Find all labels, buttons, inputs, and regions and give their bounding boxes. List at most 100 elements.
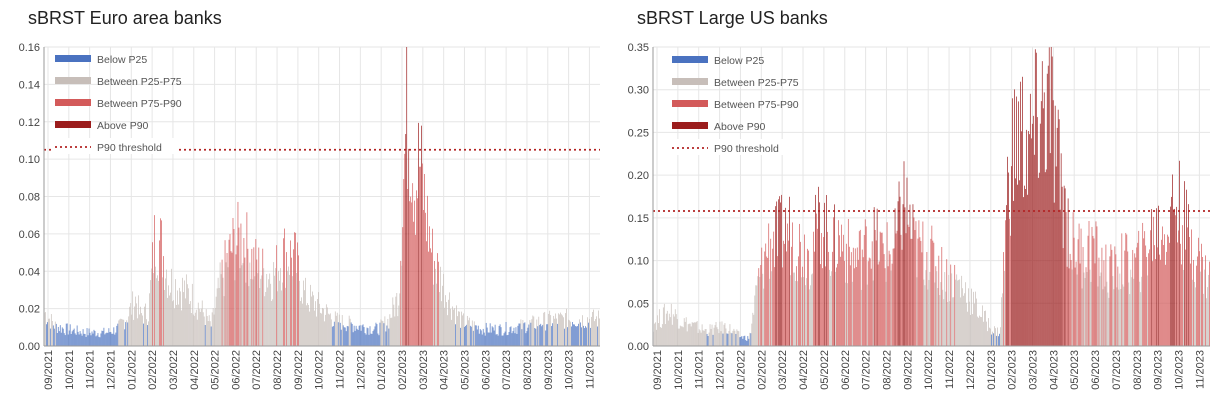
data-bar bbox=[136, 303, 138, 346]
data-bar bbox=[739, 337, 741, 346]
data-bar bbox=[881, 232, 883, 346]
data-bar bbox=[363, 327, 365, 346]
data-bar bbox=[222, 277, 224, 346]
data-bar bbox=[595, 319, 596, 346]
data-bar bbox=[759, 276, 761, 346]
data-bar bbox=[245, 282, 247, 346]
data-bar bbox=[833, 217, 834, 346]
data-bar bbox=[1085, 267, 1087, 346]
data-bar bbox=[420, 166, 421, 346]
data-bar bbox=[1056, 127, 1058, 346]
data-bar bbox=[284, 228, 285, 346]
data-bar bbox=[534, 327, 536, 346]
data-bar bbox=[789, 196, 790, 346]
data-bar bbox=[155, 266, 156, 346]
data-bar bbox=[349, 318, 351, 346]
data-bar bbox=[415, 234, 417, 346]
data-bar bbox=[1091, 226, 1093, 346]
data-bar bbox=[92, 333, 94, 346]
data-bar bbox=[1066, 266, 1068, 346]
data-bar bbox=[1114, 246, 1116, 346]
data-bar bbox=[283, 238, 284, 346]
data-bar bbox=[490, 332, 492, 346]
data-bar bbox=[1101, 247, 1103, 346]
data-bar bbox=[854, 248, 856, 346]
data-bar bbox=[944, 272, 946, 346]
data-bar bbox=[65, 323, 67, 346]
data-bar bbox=[926, 252, 928, 346]
data-bar bbox=[118, 320, 120, 346]
data-bar bbox=[569, 320, 570, 346]
data-bar bbox=[339, 322, 341, 346]
data-bar bbox=[354, 330, 356, 346]
data-bar bbox=[353, 325, 355, 346]
x-tick-label: 09/2023 bbox=[1153, 350, 1165, 390]
data-bar bbox=[89, 332, 91, 346]
data-bar bbox=[506, 335, 508, 346]
data-bar bbox=[1029, 93, 1031, 346]
data-bar bbox=[492, 327, 494, 346]
data-bar bbox=[326, 307, 328, 346]
data-bar bbox=[888, 250, 890, 346]
data-bar bbox=[1052, 100, 1054, 346]
data-bar bbox=[591, 316, 592, 346]
data-bar bbox=[481, 334, 483, 346]
data-bar bbox=[916, 277, 918, 346]
data-bar bbox=[1204, 269, 1205, 346]
data-bar bbox=[267, 287, 269, 346]
data-bar bbox=[809, 289, 810, 346]
data-bar bbox=[72, 329, 74, 346]
data-bar bbox=[1152, 261, 1154, 346]
legend-label: Below P25 bbox=[97, 54, 147, 66]
data-bar bbox=[217, 277, 219, 346]
x-tick-label: 12/2022 bbox=[965, 350, 977, 390]
data-bar bbox=[377, 333, 379, 346]
data-bar bbox=[988, 318, 989, 346]
data-bar bbox=[479, 329, 481, 346]
data-bar bbox=[958, 279, 960, 346]
data-bar bbox=[405, 134, 407, 346]
data-bar bbox=[805, 285, 806, 346]
data-bar bbox=[720, 331, 722, 346]
data-bar bbox=[104, 334, 106, 346]
data-bar bbox=[808, 250, 809, 346]
data-bar bbox=[470, 326, 472, 346]
data-bar bbox=[1061, 186, 1063, 346]
data-bar bbox=[812, 273, 813, 346]
data-bar bbox=[670, 303, 672, 346]
data-bar bbox=[115, 332, 117, 346]
data-bar bbox=[683, 318, 685, 346]
data-bar bbox=[455, 324, 456, 346]
data-bar bbox=[164, 290, 165, 346]
data-bar bbox=[1103, 260, 1105, 346]
data-bar bbox=[851, 281, 853, 346]
data-bar bbox=[530, 322, 532, 346]
data-bar bbox=[908, 226, 910, 346]
data-bar bbox=[1034, 49, 1036, 346]
data-bar bbox=[1074, 267, 1076, 346]
data-bar bbox=[246, 212, 248, 346]
data-bar bbox=[398, 305, 400, 346]
data-bar bbox=[545, 330, 547, 346]
data-bar bbox=[232, 217, 234, 346]
data-bar bbox=[97, 333, 99, 346]
data-bar bbox=[498, 325, 500, 346]
data-bar bbox=[524, 322, 526, 346]
data-bar bbox=[509, 327, 511, 346]
data-bar bbox=[1167, 234, 1168, 346]
data-bar bbox=[564, 328, 565, 346]
data-bar bbox=[182, 277, 183, 346]
data-bar bbox=[461, 315, 463, 346]
data-bar bbox=[464, 326, 466, 346]
data-bar bbox=[1082, 247, 1084, 346]
data-bar bbox=[666, 310, 668, 346]
data-bar bbox=[318, 292, 319, 346]
data-bar bbox=[1198, 237, 1199, 346]
data-bar bbox=[50, 314, 52, 346]
data-bar bbox=[560, 312, 561, 346]
data-bar bbox=[93, 329, 95, 346]
data-bar bbox=[460, 327, 461, 346]
data-bar bbox=[734, 330, 736, 346]
data-bar bbox=[513, 327, 515, 346]
legend-label: Above P90 bbox=[97, 120, 149, 132]
